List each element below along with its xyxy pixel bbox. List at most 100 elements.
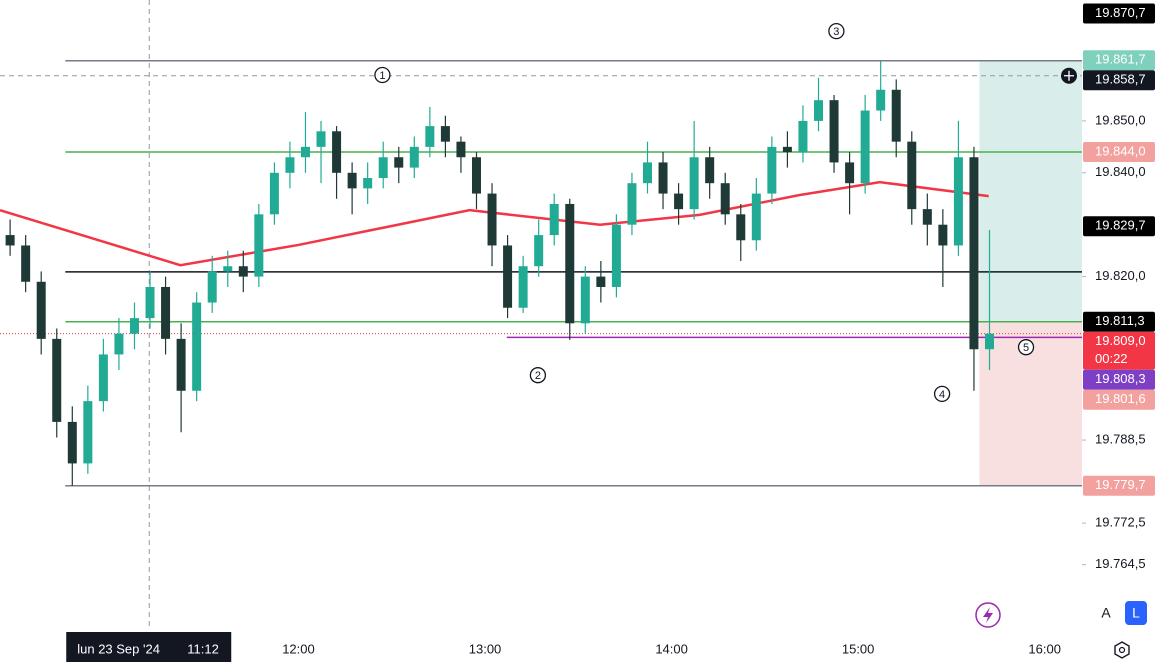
candle-body	[907, 141, 917, 210]
x-tick-label: 13:00	[469, 641, 502, 656]
candle-body	[238, 266, 248, 277]
add-alert-icon	[1064, 70, 1074, 81]
price-label-box	[1083, 369, 1155, 390]
candle-body	[627, 183, 637, 225]
settings-icon	[1118, 646, 1126, 654]
candle-body	[114, 333, 124, 355]
scale-button[interactable]	[1125, 601, 1147, 625]
price-label: 19.844,0	[1095, 143, 1146, 158]
annotation-label: 1	[379, 70, 385, 82]
candle-body	[269, 172, 279, 215]
price-label: 19.808,3	[1095, 371, 1146, 386]
candle-body	[347, 172, 357, 189]
candle-body	[705, 157, 715, 184]
price-label: 19.870,7	[1095, 5, 1146, 20]
candle-body	[363, 177, 373, 189]
x-tick-label: 16:00	[1028, 641, 1061, 656]
price-label-box	[1083, 216, 1155, 237]
candle-body	[129, 318, 139, 334]
candle-body	[580, 276, 590, 324]
candle-body	[394, 157, 404, 168]
annotation-label: 3	[833, 26, 839, 38]
y-tick-label: 19.772,5	[1095, 515, 1146, 530]
y-tick-label: 19.788,5	[1095, 432, 1146, 447]
crosshair-time-box	[66, 632, 232, 662]
price-label-box	[1083, 3, 1155, 24]
candle-body	[969, 157, 979, 350]
candle-body	[845, 162, 855, 184]
annotation-circle	[1017, 339, 1035, 356]
candle-body	[611, 224, 621, 287]
candle-body	[658, 162, 668, 194]
candle-body	[192, 302, 202, 391]
candle-body	[254, 214, 264, 277]
candle-body	[736, 214, 746, 241]
crosshair-date: lun 23 Sep '24	[77, 641, 160, 656]
settings-button[interactable]	[1114, 641, 1130, 659]
annotation-label: 2	[535, 370, 541, 382]
scale-button[interactable]	[1095, 601, 1117, 625]
price-label-box	[1083, 311, 1155, 332]
price-label-box	[1083, 475, 1155, 496]
candle-body	[596, 276, 606, 287]
annotation-circle	[374, 66, 391, 84]
annotation-circle	[933, 385, 951, 403]
candle-body	[798, 120, 808, 153]
price-label-box	[1083, 142, 1155, 163]
candle-body	[953, 157, 963, 246]
candle-body	[860, 110, 870, 184]
candle-body	[518, 266, 528, 308]
position-profit-zone	[979, 60, 1082, 322]
price-label: 19.801,6	[1095, 391, 1146, 406]
candle-body	[782, 146, 792, 153]
x-tick-label: 15:00	[842, 641, 875, 656]
candle-body	[285, 157, 295, 173]
price-label: 19.829,7	[1095, 218, 1146, 233]
x-tick-label: 14:00	[655, 641, 688, 656]
candle-body	[891, 89, 901, 142]
y-tick-label: 19.820,0	[1095, 268, 1146, 283]
price-label-box	[1083, 331, 1155, 370]
candle-body	[36, 281, 46, 339]
candle-body	[674, 193, 684, 210]
price-countdown: 00:22	[1095, 351, 1128, 366]
candle-body	[487, 193, 497, 246]
candle-body	[207, 271, 217, 303]
annotation-label: 5	[1023, 342, 1029, 354]
axes: 19.850,0 19.840,0 19.820,0 19.788,5 19.772,5…	[66, 3, 1155, 662]
candle-body	[985, 333, 995, 350]
price-label: 19.809,0	[1095, 333, 1146, 348]
annotation-circle	[529, 367, 547, 384]
candle-body	[409, 146, 419, 168]
y-tick-label: 19.764,5	[1095, 556, 1146, 571]
scale-button-label: A	[1101, 605, 1111, 621]
candle-body	[176, 338, 186, 391]
candle-body	[767, 146, 777, 194]
candle-body	[938, 224, 948, 246]
crosshair-time: 11:12	[187, 641, 219, 656]
candle-body	[922, 209, 932, 225]
candle-body	[534, 235, 544, 267]
y-tick-label: 19.840,0	[1095, 164, 1146, 179]
candle-body	[316, 131, 326, 147]
y-tick-label: 19.850,0	[1095, 112, 1146, 127]
candle-body	[642, 162, 652, 184]
x-tick-label: 12:00	[282, 641, 315, 656]
candle-body	[5, 235, 15, 246]
candle-body	[689, 157, 699, 210]
lightning-button[interactable]	[975, 602, 1001, 628]
price-label: 19.779,7	[1095, 477, 1146, 492]
candle-body	[440, 126, 450, 142]
candle-body	[300, 146, 310, 158]
candle-body	[549, 203, 559, 236]
candle-body	[814, 100, 823, 121]
price-label-box	[1083, 50, 1155, 71]
candle-body	[67, 421, 77, 464]
moving-average	[0, 180, 989, 267]
toolbar-icons[interactable]	[975, 602, 1130, 659]
candle-body	[21, 245, 31, 282]
candle-body	[223, 266, 233, 272]
candle-body	[829, 100, 839, 163]
